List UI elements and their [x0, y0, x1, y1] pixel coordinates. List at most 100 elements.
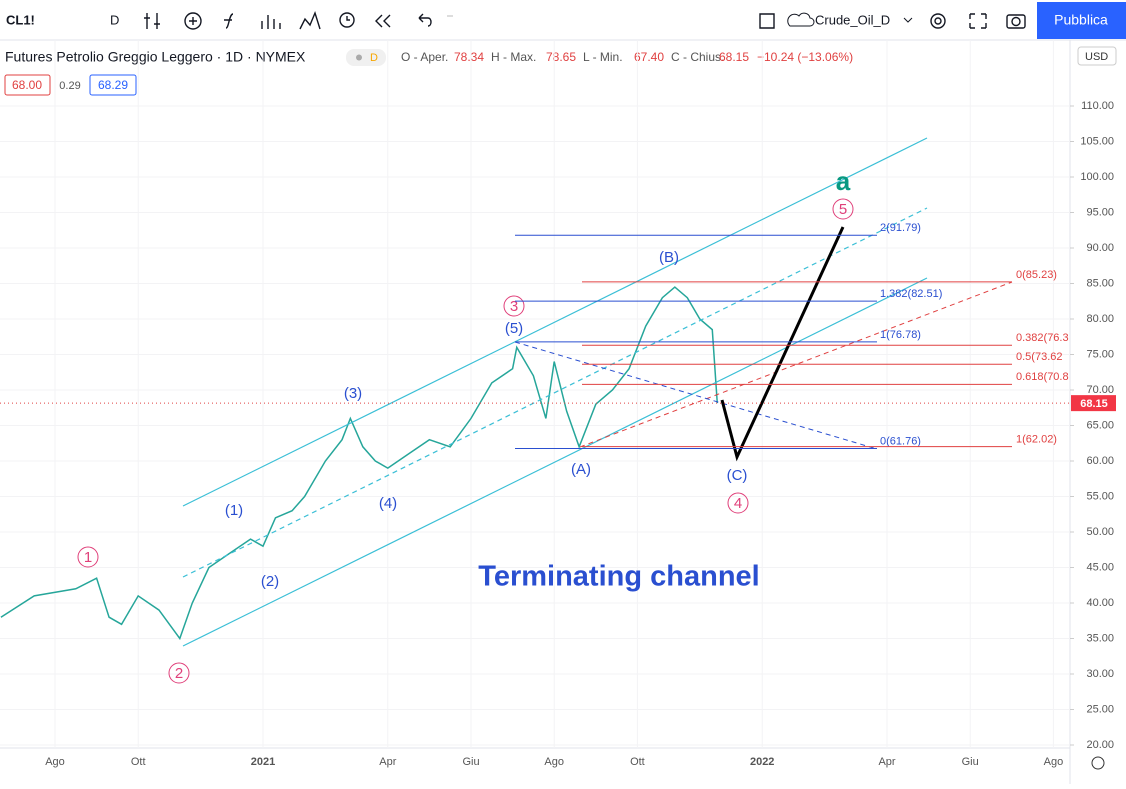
circle: [168, 662, 190, 684]
y-tick-label: 45.00: [1086, 561, 1114, 573]
wave-label: (3): [344, 385, 362, 402]
circle: [832, 198, 854, 220]
y-tick-label: 95.00: [1086, 206, 1114, 218]
wave-label: (C): [727, 467, 748, 484]
last-price-label: 68.15: [1080, 398, 1108, 410]
fib-label: 0.618(70.8: [1016, 371, 1069, 383]
circle: [77, 546, 99, 568]
currency-button[interactable]: [1077, 46, 1117, 66]
change: −10.24 (−13.06%): [757, 50, 853, 64]
open-label: O - Aper.: [401, 50, 448, 64]
x-tick-label: Ago: [544, 756, 564, 768]
x-tick-label: Ago: [1044, 756, 1064, 768]
fib-label: 1(76.78): [880, 329, 921, 341]
y-tick-label: 35.00: [1086, 632, 1114, 644]
last-price-box: [1071, 395, 1116, 412]
bid-box[interactable]: [4, 74, 51, 96]
wave-label: (1): [225, 502, 243, 519]
x-tick-label: Apr: [379, 756, 396, 768]
plot: [0, 40, 1070, 748]
channel-upper: [182, 137, 928, 507]
y-tick-label: 85.00: [1086, 277, 1114, 289]
projection: [720, 226, 845, 462]
publish-button[interactable]: [1037, 2, 1126, 39]
y-tick-label: 60.00: [1086, 455, 1114, 467]
high: 78.65: [546, 50, 576, 64]
legend-title: Futures Petrolio Greggio Leggero · 1D · …: [5, 49, 306, 65]
note: Terminating channel: [478, 561, 759, 593]
y-tick-label: 55.00: [1086, 490, 1114, 502]
wave-label: (4): [379, 495, 397, 512]
fib-label: 2(91.79): [880, 222, 921, 234]
x-tick-label: Ago: [45, 756, 65, 768]
wave-label: (B): [659, 249, 679, 266]
x-tick-label: 2021: [251, 756, 275, 768]
y-tick-label: 80.00: [1086, 313, 1114, 325]
y-tick-label: 40.00: [1086, 597, 1114, 609]
wave-label: 2: [175, 665, 183, 682]
wave-label: a: [836, 166, 851, 196]
x-tick-label: Ott: [630, 756, 645, 768]
x-tick-label: 2022: [750, 756, 774, 768]
toolbar-icons[interactable]: [144, 10, 1026, 30]
y-tick-label: 70.00: [1086, 384, 1114, 396]
circle: [727, 492, 749, 514]
symbol[interactable]: CL1!: [6, 12, 35, 27]
spread: 0.29: [59, 80, 80, 92]
y-tick-label: 75.00: [1086, 348, 1114, 360]
fib-label: 0(85.23): [1016, 269, 1057, 281]
low-label: L - Min.: [583, 50, 623, 64]
cloud: [787, 12, 815, 27]
badge-dot: [356, 54, 362, 61]
open: 78.34: [454, 50, 484, 64]
fib-label: 1(62.02): [1016, 434, 1057, 446]
channel: [182, 137, 928, 647]
fib-label: 0.382(76.3: [1016, 332, 1069, 344]
currency[interactable]: USD: [1085, 51, 1108, 63]
wave-label: 3: [510, 298, 518, 315]
fib-label: 0(61.76): [880, 435, 921, 447]
y-tick-label: 30.00: [1086, 668, 1114, 680]
channel-mid: [182, 207, 928, 578]
ask[interactable]: 68.29: [98, 78, 128, 92]
y-tick-label: 105.00: [1080, 135, 1114, 147]
close: 68.15: [719, 50, 749, 64]
wave-label: 4: [734, 495, 742, 512]
wave-label: (A): [571, 461, 591, 478]
channel-lower: [182, 277, 928, 647]
bid[interactable]: 68.00: [12, 78, 42, 92]
publish-label[interactable]: Pubblica: [1054, 12, 1108, 28]
wave-label: (5): [505, 320, 523, 337]
y-tick-label: 50.00: [1086, 526, 1114, 538]
layout-name[interactable]: Crude_Oil_D: [815, 12, 890, 27]
y-tick-label: 20.00: [1086, 739, 1114, 751]
x-tick-label: Giu: [962, 756, 979, 768]
blue-trend: [514, 341, 878, 450]
y-tick-label: 25.00: [1086, 703, 1114, 715]
chevron: [903, 17, 913, 23]
circle: [503, 295, 525, 317]
ohlc: O - Aper. 78.34 H - Max. 78.65 L - Min. …: [401, 50, 853, 64]
x-tick-label: Giu: [462, 756, 479, 768]
high-label: H - Max.: [491, 50, 536, 64]
price-line: [0, 286, 719, 641]
badge: D: [370, 52, 378, 64]
x-tick-label: Ott: [131, 756, 146, 768]
wave-label: 5: [839, 201, 847, 218]
y-tick-label: 90.00: [1086, 242, 1114, 254]
waves: 1 2 3 4 5 a (1) (2) (3) (4) (5) (A) (B) …: [77, 166, 854, 684]
wave-label: 1: [84, 549, 92, 566]
toolbar: [0, 0, 1126, 40]
close-label: C - Chius.: [671, 50, 724, 64]
wave-label: (2): [261, 573, 279, 590]
y-tick-label: 110.00: [1081, 100, 1114, 112]
y-tick-label: 65.00: [1086, 419, 1114, 431]
fib-label: 0.5(73.62: [1016, 351, 1062, 363]
ask-box[interactable]: [89, 74, 137, 96]
y-tick-label: 100.00: [1080, 171, 1114, 183]
settings-icon[interactable]: [1091, 756, 1105, 770]
fib-label: 1.382(82.51): [880, 288, 942, 300]
x-tick-label: Apr: [878, 756, 895, 768]
interval[interactable]: D: [110, 12, 119, 27]
